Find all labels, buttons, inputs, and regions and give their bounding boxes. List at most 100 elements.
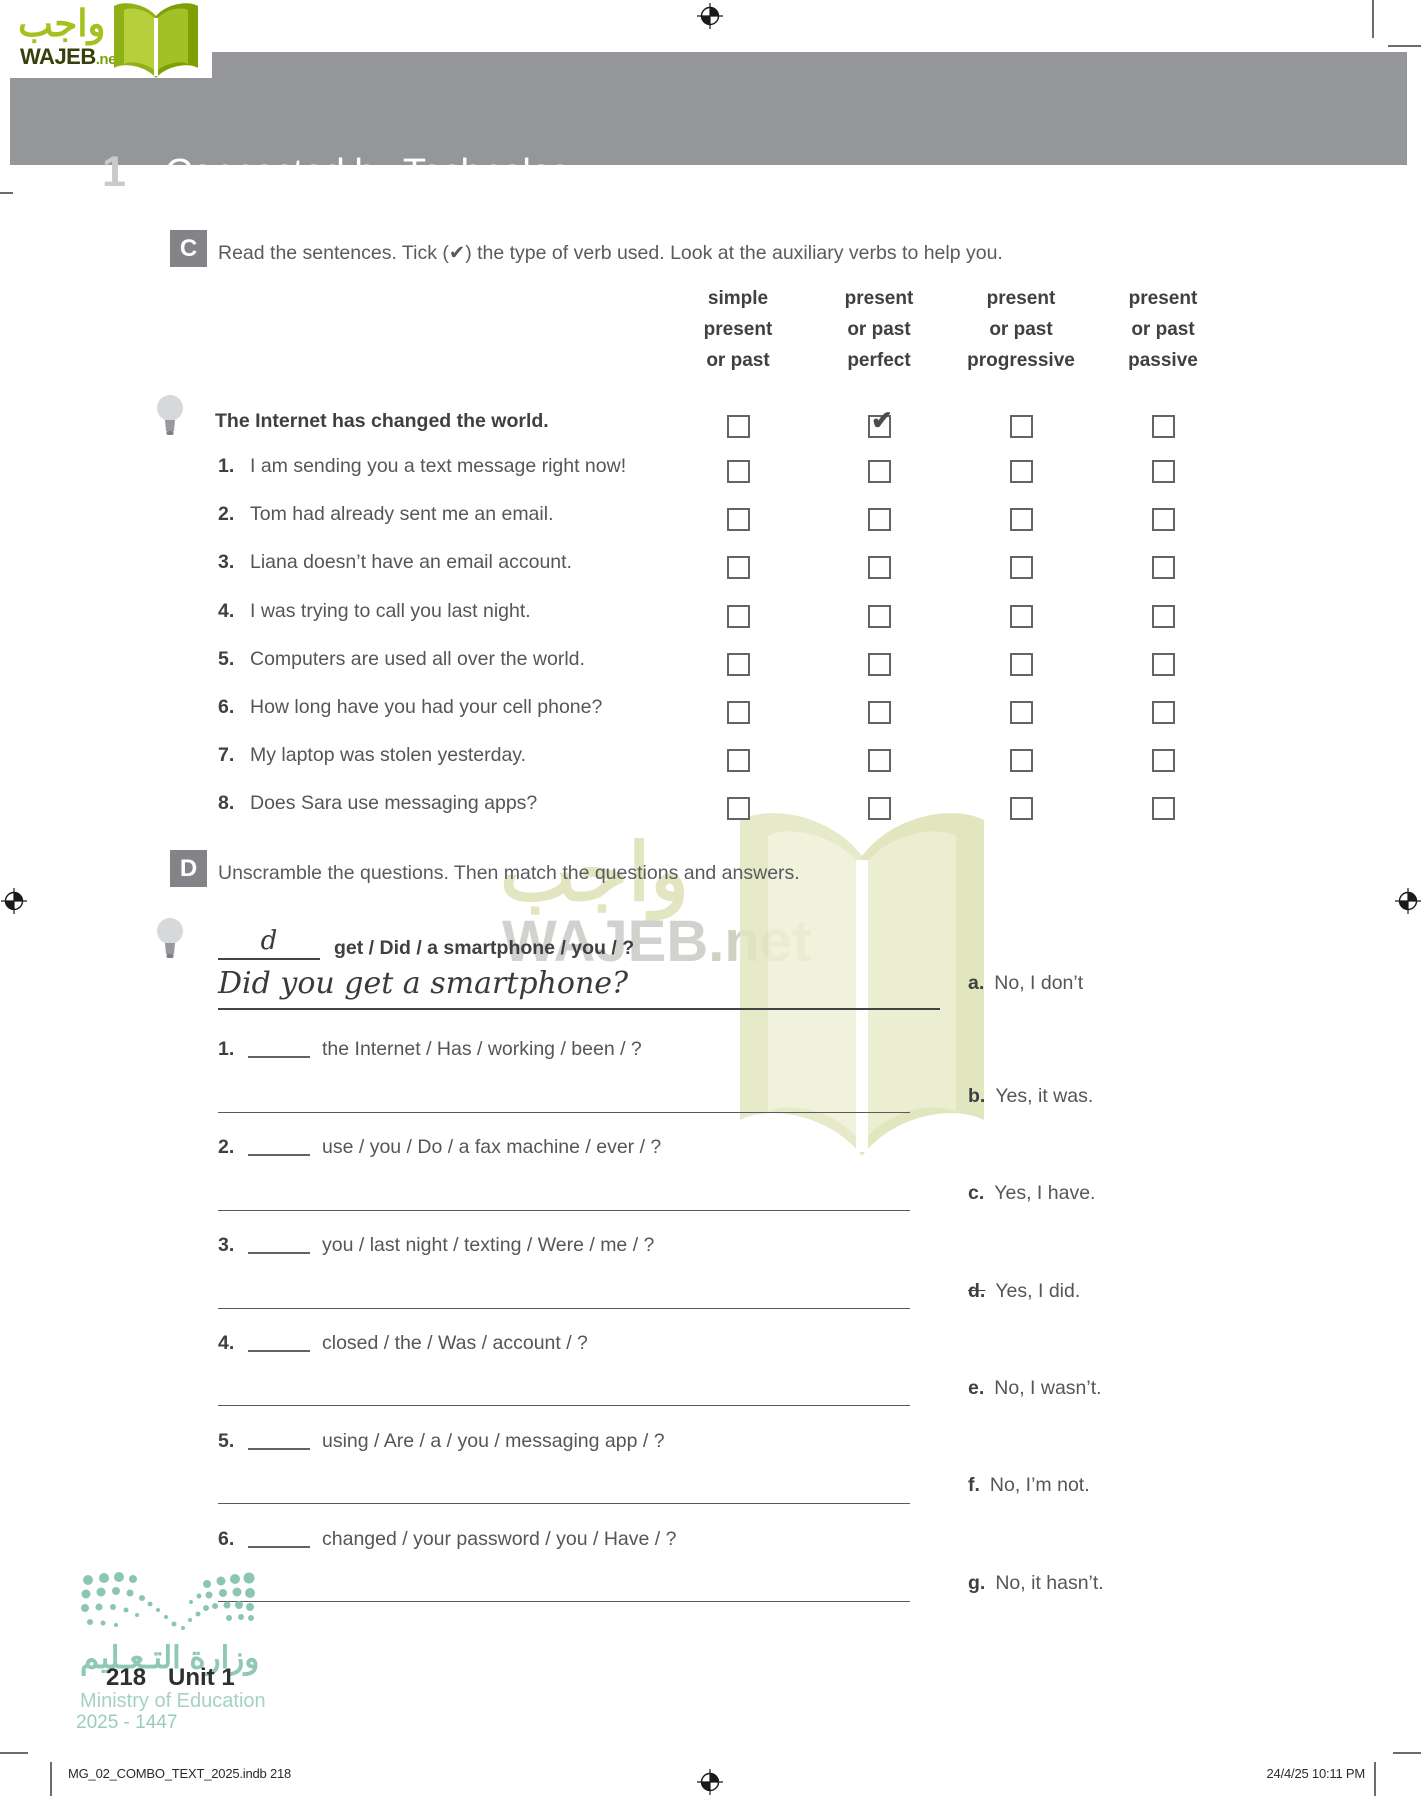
row-sentence: How long have you had your cell phone? bbox=[250, 696, 603, 718]
answer-text: No, it hasn’t. bbox=[995, 1572, 1104, 1594]
answer-letter-blank[interactable] bbox=[248, 1432, 310, 1450]
checkbox[interactable] bbox=[1010, 556, 1033, 579]
answer-letter-blank[interactable] bbox=[248, 1138, 310, 1156]
checkbox[interactable] bbox=[1010, 460, 1033, 483]
write-line[interactable] bbox=[218, 1210, 910, 1211]
checkbox[interactable] bbox=[1010, 605, 1033, 628]
checkbox[interactable] bbox=[727, 508, 750, 531]
write-line[interactable] bbox=[218, 1112, 910, 1113]
row-sentence: I am sending you a text message right no… bbox=[250, 455, 627, 477]
column-header-simple-present-or-past: simple present or past bbox=[703, 288, 773, 371]
question-number: 3. bbox=[218, 1234, 235, 1256]
checkbox[interactable] bbox=[868, 556, 891, 579]
answer-option: c. Yes, I have. bbox=[968, 1182, 1095, 1205]
answer-letter: g. bbox=[968, 1572, 986, 1594]
checkbox[interactable] bbox=[1152, 460, 1175, 483]
answer-option: b. Yes, it was. bbox=[968, 1085, 1093, 1108]
handwritten-letter: d bbox=[260, 926, 278, 956]
checkbox[interactable] bbox=[868, 653, 891, 676]
example-answer-letter-line[interactable]: d bbox=[218, 926, 320, 960]
checkbox[interactable] bbox=[1152, 749, 1175, 772]
checkbox[interactable] bbox=[727, 653, 750, 676]
scrambled-text: using / Are / a / you / messaging app / … bbox=[322, 1430, 665, 1452]
question-row: 2. use / you / Do / a fax machine / ever… bbox=[0, 1136, 1421, 1170]
checkbox[interactable] bbox=[1010, 415, 1033, 438]
answer-letter-blank[interactable] bbox=[248, 1040, 310, 1058]
print-datetime: 24/4/25 10:11 PM bbox=[1266, 1766, 1366, 1781]
checkbox[interactable] bbox=[1010, 508, 1033, 531]
write-line[interactable] bbox=[218, 1308, 910, 1309]
unit-label: Unit 1 bbox=[168, 1664, 235, 1691]
checkbox[interactable] bbox=[727, 701, 750, 724]
page-number: 218 bbox=[106, 1664, 147, 1691]
question-row: 3. you / last night / texting / Were / m… bbox=[0, 1234, 1421, 1268]
ministry-years: 2025 - 1447 bbox=[76, 1712, 178, 1733]
checkbox[interactable] bbox=[868, 749, 891, 772]
answer-letter-blank[interactable] bbox=[248, 1236, 310, 1254]
checkbox[interactable] bbox=[727, 605, 750, 628]
registration-mark-right bbox=[1395, 888, 1421, 914]
answer-text: No, I don’t bbox=[994, 972, 1084, 994]
checkbox[interactable] bbox=[1152, 701, 1175, 724]
wajeb-logo-latin: WAJEB.net bbox=[20, 44, 121, 69]
checkbox[interactable] bbox=[1010, 797, 1033, 820]
checkbox[interactable] bbox=[727, 460, 750, 483]
checkbox-checked[interactable]: ✔ bbox=[868, 405, 893, 438]
row-number: 3. bbox=[218, 551, 235, 573]
write-line[interactable] bbox=[218, 1601, 910, 1602]
checkbox[interactable] bbox=[1010, 749, 1033, 772]
checkbox[interactable] bbox=[868, 508, 891, 531]
answer-option: a. No, I don’t bbox=[968, 972, 1083, 995]
answer-option: e. No, I wasn’t. bbox=[968, 1377, 1102, 1400]
scrambled-text: the Internet / Has / working / been / ? bbox=[322, 1038, 642, 1060]
row-sentence: Tom had already sent me an email. bbox=[250, 503, 554, 525]
exercise-c-badge: C bbox=[170, 230, 207, 267]
checkbox[interactable] bbox=[727, 415, 750, 438]
example-answer-line[interactable]: Did you get a smartphone? bbox=[218, 964, 940, 1010]
checkbox[interactable] bbox=[1152, 653, 1175, 676]
checkbox[interactable] bbox=[1152, 556, 1175, 579]
checkbox[interactable] bbox=[727, 749, 750, 772]
example-row: The Internet has changed the world. ✔ bbox=[0, 405, 1421, 442]
checkbox[interactable] bbox=[1152, 508, 1175, 531]
row-sentence: My laptop was stolen yesterday. bbox=[250, 744, 527, 766]
row-number: 1. bbox=[218, 455, 235, 477]
row-number: 8. bbox=[218, 792, 235, 814]
checkbox[interactable] bbox=[868, 605, 891, 628]
checkbox[interactable] bbox=[1010, 653, 1033, 676]
question-number: 4. bbox=[218, 1332, 235, 1354]
checkbox[interactable] bbox=[868, 797, 891, 820]
write-line[interactable] bbox=[218, 1503, 910, 1504]
answer-letter: f. bbox=[968, 1474, 980, 1496]
write-line[interactable] bbox=[218, 1405, 910, 1406]
checkbox[interactable] bbox=[868, 701, 891, 724]
answer-option: g. No, it hasn’t. bbox=[968, 1572, 1104, 1595]
question-row: 4. closed / the / Was / account / ? bbox=[0, 1332, 1421, 1366]
checkbox[interactable] bbox=[1010, 701, 1033, 724]
checkbox[interactable] bbox=[727, 556, 750, 579]
answer-letter-blank[interactable] bbox=[248, 1334, 310, 1352]
checkbox[interactable] bbox=[727, 797, 750, 820]
example-lightbulb-icon bbox=[157, 395, 183, 435]
sentence-row: 8. Does Sara use messaging apps? bbox=[0, 792, 1421, 824]
row-number: 2. bbox=[218, 503, 235, 525]
exercise-d-badge: D bbox=[170, 850, 207, 887]
column-header-present-or-past-progressive: present or past progressive bbox=[967, 288, 1075, 371]
checkbox[interactable] bbox=[1152, 605, 1175, 628]
unit-number: 1 bbox=[102, 148, 126, 196]
answer-option-used: d. Yes, I did. bbox=[968, 1280, 1080, 1303]
ministry-of-education-logo-icon bbox=[81, 1572, 255, 1630]
question-row: 5. using / Are / a / you / messaging app… bbox=[0, 1430, 1421, 1464]
row-number: 7. bbox=[218, 744, 235, 766]
exercise-d-instructions: Unscramble the questions. Then match the… bbox=[218, 862, 800, 884]
checkbox[interactable] bbox=[1152, 797, 1175, 820]
question-number: 1. bbox=[218, 1038, 235, 1060]
crop-mark bbox=[50, 1762, 52, 1796]
answer-letter-blank[interactable] bbox=[248, 1530, 310, 1548]
checkbox[interactable] bbox=[1152, 415, 1175, 438]
checkbox[interactable] bbox=[868, 460, 891, 483]
answer-letter: a. bbox=[968, 972, 985, 994]
answer-text: Yes, I did. bbox=[995, 1280, 1081, 1302]
answer-text: No, I’m not. bbox=[989, 1474, 1090, 1496]
print-file-name: MG_02_COMBO_TEXT_2025.indb 218 bbox=[68, 1766, 292, 1781]
